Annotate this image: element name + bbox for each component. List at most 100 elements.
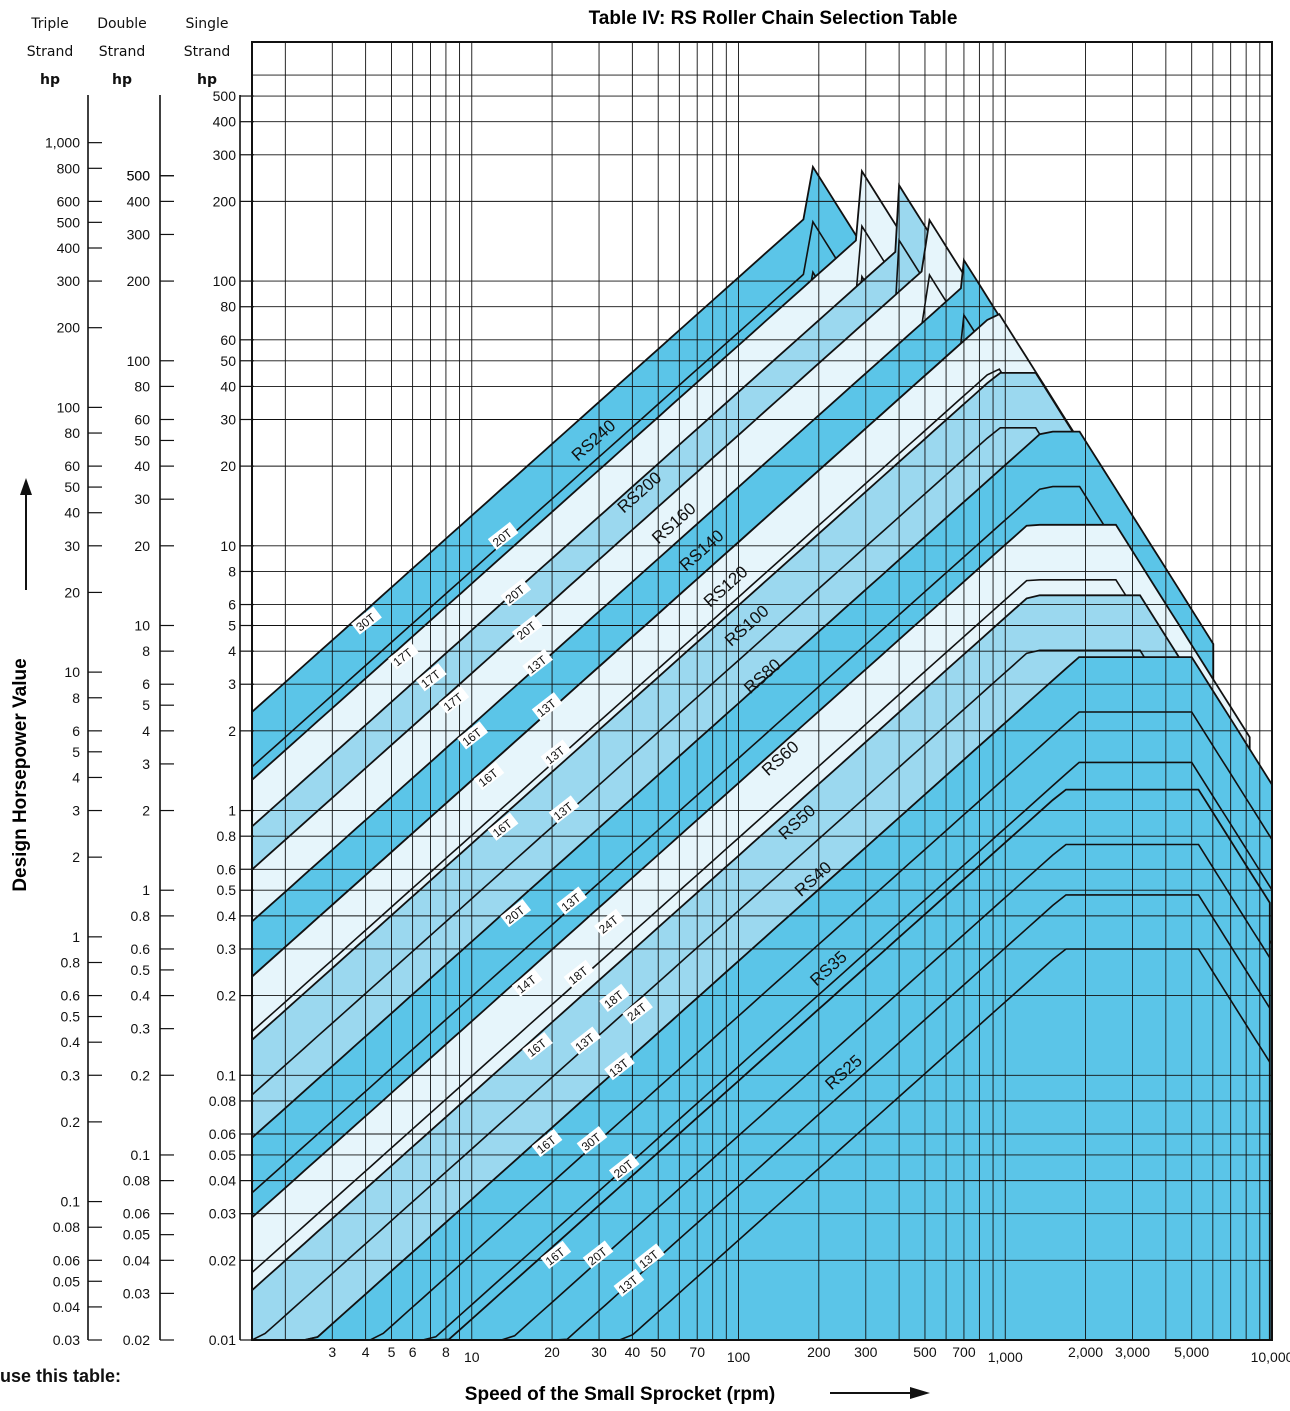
y-tick-label: 30	[220, 411, 236, 427]
band-line-rs40-0	[251, 649, 1266, 1341]
y-tick-label: 0.02	[209, 1252, 236, 1268]
tooth-label-bg	[548, 795, 580, 824]
x-tick-label: 2,000	[1068, 1344, 1103, 1360]
y-tick-label: 0.5	[61, 1009, 81, 1025]
y-tick-label: 0.3	[131, 1021, 151, 1037]
y-tick-label: 3	[142, 756, 150, 772]
tooth-label-bg	[608, 1153, 640, 1182]
y-tick-label: 0.3	[217, 941, 237, 957]
x-tick-label: 700	[952, 1344, 976, 1360]
chart-title: Table IV: RS Roller Chain Selection Tabl…	[589, 8, 958, 29]
y-tick-label: 0.04	[123, 1252, 150, 1268]
y-tick-label: 2	[72, 849, 80, 865]
y-tick-label: 1,000	[45, 135, 80, 151]
y-tick-label: 0.3	[61, 1067, 81, 1083]
x-axis-arrowhead-icon	[910, 1387, 930, 1399]
y-tick-label: 500	[127, 168, 151, 184]
tooth-label-bg	[540, 739, 572, 768]
y-tick-label: 4	[142, 723, 150, 739]
tooth-label-bg	[613, 1268, 645, 1297]
y-tick-label: 800	[57, 160, 81, 176]
y-tick-label: 0.4	[217, 908, 237, 924]
y-tick-label: 4	[72, 769, 80, 785]
tooth-label-bg	[500, 578, 532, 607]
tooth-label-bg	[582, 1240, 614, 1269]
y-tick-label: 0.04	[53, 1299, 80, 1315]
x-tick-label: 200	[807, 1344, 831, 1360]
y-tick-label: 600	[57, 193, 81, 209]
x-tick-label: 3,000	[1115, 1344, 1150, 1360]
y-tick-label: 300	[57, 273, 81, 289]
bands-layer	[251, 164, 1273, 1341]
y-tick-label: 0.08	[209, 1093, 236, 1109]
y-tick-label: 0.2	[131, 1067, 151, 1083]
y-tick-label: 400	[127, 193, 151, 209]
y-tick-label: 20	[64, 584, 80, 600]
y-tick-label: 50	[64, 479, 80, 495]
tooth-label-bg	[599, 983, 630, 1013]
x-axis-title: Speed of the Small Sprocket (rpm)	[465, 1384, 775, 1405]
tooth-label-bg	[634, 1243, 665, 1272]
y-tick-label: 0.01	[209, 1332, 236, 1348]
y-axis-header: Single	[185, 16, 228, 32]
y-tick-label: 60	[64, 458, 80, 474]
x-tick-label: 10,000	[1251, 1349, 1290, 1365]
y-tick-label: 0.03	[123, 1285, 150, 1301]
y-axis-header: Strand	[27, 44, 73, 60]
y-tick-label: 30	[134, 491, 150, 507]
tooth-label-bg	[487, 812, 519, 841]
y-tick-label: 60	[220, 332, 236, 348]
y-tick-label: 60	[134, 411, 150, 427]
tooth-label-bg	[531, 692, 563, 721]
x-tick-label: 50	[650, 1344, 666, 1360]
y-tick-label: 200	[127, 273, 151, 289]
x-tick-label: 3	[328, 1344, 336, 1360]
y-axis-header: Double	[97, 16, 147, 32]
y-axis-header: hp	[197, 72, 217, 88]
x-tick-label: 30	[591, 1344, 607, 1360]
tooth-label-bg	[473, 761, 505, 791]
y-tick-label: 0.5	[217, 882, 237, 898]
tooth-label-bg	[556, 886, 588, 915]
y-tick-label: 400	[57, 240, 81, 256]
tooth-label-bg	[500, 899, 532, 928]
y-tick-label: 500	[57, 214, 81, 230]
tooth-label-bg	[604, 1052, 635, 1081]
y-tick-label: 0.1	[217, 1067, 237, 1083]
y-tick-label: 3	[72, 803, 80, 819]
y-tick-label: 80	[64, 425, 80, 441]
y-tick-label: 30	[64, 538, 80, 554]
y-tick-label: 10	[64, 664, 80, 680]
y-tick-label: 0.03	[53, 1332, 80, 1348]
y-tick-label: 1	[142, 882, 150, 898]
tooth-label-bg	[522, 648, 553, 678]
y-tick-label: 80	[220, 299, 236, 315]
y-tick-label: 3	[228, 676, 236, 692]
tooth-label-bg	[622, 996, 653, 1025]
y-tick-label: 0.06	[123, 1206, 150, 1222]
footer-note: use this table:	[0, 1366, 122, 1386]
y-tick-label: 50	[134, 432, 150, 448]
y-tick-label: 8	[142, 643, 150, 659]
y-axis-title: Design Horsepower Value	[10, 658, 31, 891]
y-tick-label: 0.2	[217, 988, 237, 1004]
y-tick-label: 8	[72, 690, 80, 706]
x-tick-label: 6	[409, 1344, 417, 1360]
x-tick-label: 100	[727, 1349, 751, 1365]
y-tick-label: 0.8	[61, 955, 81, 971]
band-line-rs35-1	[252, 761, 1273, 1341]
y-tick-label: 6	[228, 597, 236, 613]
y-tick-label: 200	[57, 320, 81, 336]
y-tick-label: 5	[72, 744, 80, 760]
y-tick-label: 100	[213, 273, 237, 289]
band-line-rs60-0	[251, 485, 1214, 1194]
x-tick-label: 5	[388, 1344, 396, 1360]
y-tick-label: 5	[228, 617, 236, 633]
x-tick-label: 8	[442, 1344, 450, 1360]
y-axis-header: hp	[40, 72, 60, 88]
y-tick-label: 0.03	[209, 1206, 236, 1222]
y-tick-label: 0.08	[53, 1219, 80, 1235]
x-tick-label: 500	[913, 1344, 937, 1360]
y-tick-label: 0.05	[123, 1227, 150, 1243]
x-tick-label: 20	[544, 1344, 560, 1360]
